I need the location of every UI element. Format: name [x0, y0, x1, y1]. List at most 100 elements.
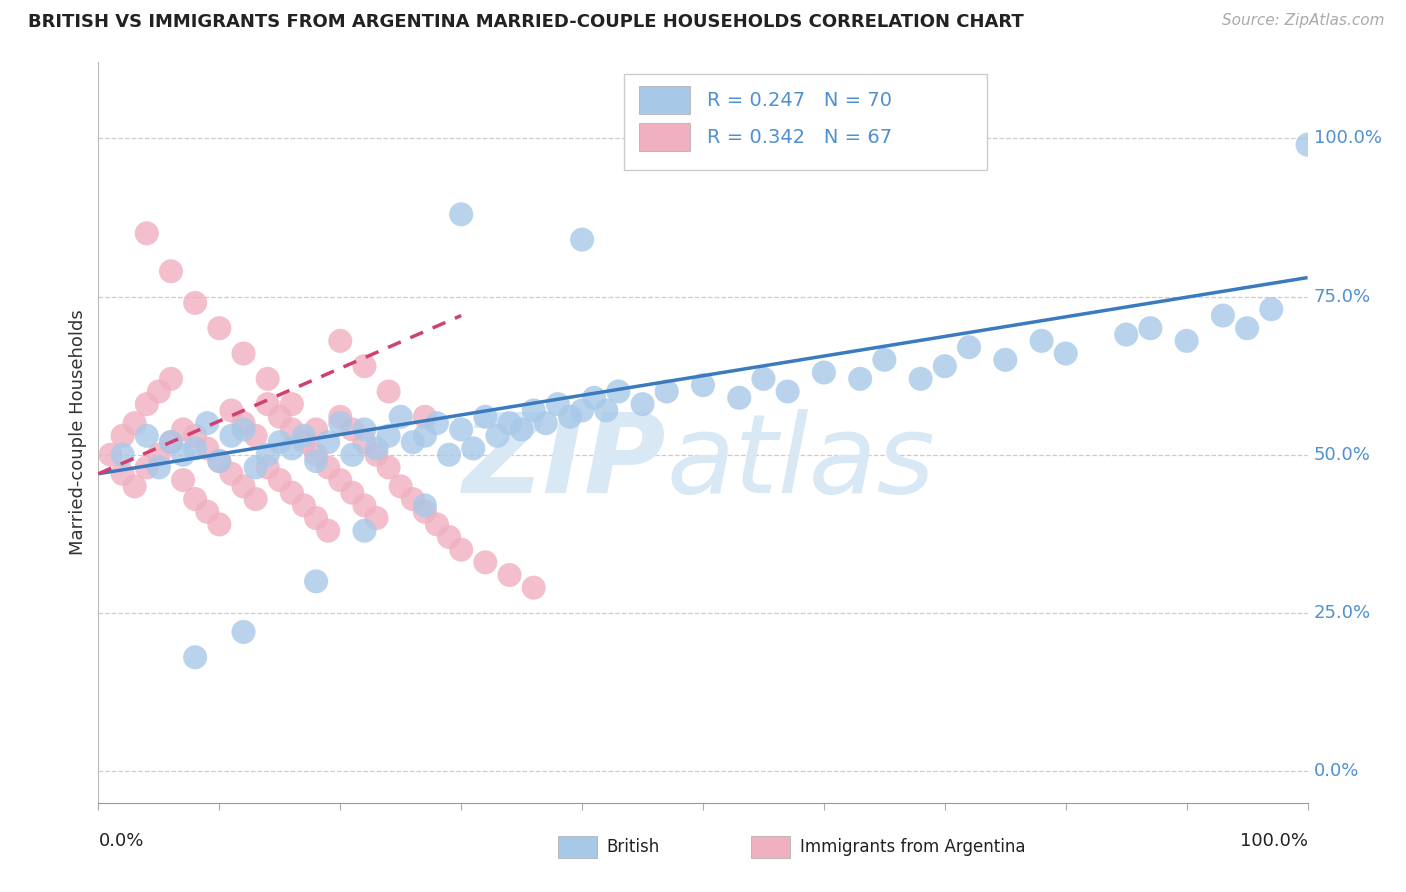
Point [377, 384, 399, 399]
Point [692, 378, 714, 392]
Point [655, 384, 678, 399]
Point [292, 435, 315, 450]
Point [498, 568, 520, 582]
Point [329, 409, 352, 424]
Point [316, 435, 339, 450]
Point [1212, 309, 1234, 323]
Point [413, 499, 436, 513]
Point [316, 460, 339, 475]
Point [1236, 321, 1258, 335]
Point [523, 403, 546, 417]
Point [160, 435, 183, 450]
Point [934, 359, 956, 374]
Point [292, 429, 315, 443]
Point [1115, 327, 1137, 342]
Point [413, 505, 436, 519]
Point [269, 435, 291, 450]
Point [402, 491, 425, 506]
Point [172, 422, 194, 436]
Point [124, 416, 146, 430]
Point [148, 384, 170, 399]
Point [245, 491, 267, 506]
Point [353, 524, 375, 538]
Point [232, 416, 254, 430]
Point [269, 473, 291, 487]
Point [329, 473, 352, 487]
Point [1139, 321, 1161, 335]
Point [208, 517, 231, 532]
Point [534, 416, 557, 430]
Point [571, 403, 593, 417]
Point [148, 448, 170, 462]
Point [377, 460, 399, 475]
Point [195, 442, 218, 456]
Point [498, 416, 520, 430]
Bar [638, 87, 690, 114]
Point [450, 207, 472, 221]
Point [232, 422, 254, 436]
Point [558, 409, 581, 424]
Text: ZIP: ZIP [463, 409, 666, 516]
Point [221, 467, 243, 481]
Point [353, 499, 375, 513]
Point [366, 442, 388, 456]
Point [184, 429, 207, 443]
Point [135, 227, 157, 241]
Text: R = 0.247   N = 70: R = 0.247 N = 70 [707, 91, 891, 110]
Bar [558, 836, 596, 858]
Point [377, 429, 399, 443]
Text: 100.0%: 100.0% [1313, 129, 1382, 147]
Point [342, 448, 364, 462]
Point [329, 416, 352, 430]
Point [402, 435, 425, 450]
Point [342, 485, 364, 500]
Point [413, 409, 436, 424]
Text: 50.0%: 50.0% [1313, 446, 1371, 464]
Point [389, 409, 412, 424]
Text: 0.0%: 0.0% [1313, 762, 1360, 780]
Point [208, 321, 231, 335]
Point [813, 366, 835, 380]
Point [232, 479, 254, 493]
Point [111, 467, 134, 481]
Point [221, 429, 243, 443]
Point [474, 555, 496, 569]
Point [595, 403, 617, 417]
Text: BRITISH VS IMMIGRANTS FROM ARGENTINA MARRIED-COUPLE HOUSEHOLDS CORRELATION CHART: BRITISH VS IMMIGRANTS FROM ARGENTINA MAR… [28, 13, 1024, 31]
Point [873, 352, 896, 367]
Point [342, 422, 364, 436]
Point [583, 391, 606, 405]
Point [389, 479, 412, 493]
Point [437, 530, 460, 544]
Point [631, 397, 654, 411]
Text: R = 0.342   N = 67: R = 0.342 N = 67 [707, 128, 891, 146]
Point [523, 581, 546, 595]
Point [353, 422, 375, 436]
Point [160, 264, 183, 278]
Point [195, 505, 218, 519]
Y-axis label: Married-couple Households: Married-couple Households [69, 310, 87, 556]
Bar [638, 123, 690, 152]
Point [463, 442, 485, 456]
Point [184, 296, 207, 310]
Point [245, 460, 267, 475]
Text: Source: ZipAtlas.com: Source: ZipAtlas.com [1222, 13, 1385, 29]
Point [135, 460, 157, 475]
FancyBboxPatch shape [624, 73, 987, 169]
Point [111, 448, 134, 462]
Point [256, 460, 278, 475]
Point [474, 409, 496, 424]
Point [184, 442, 207, 456]
Point [486, 429, 509, 443]
Point [269, 409, 291, 424]
Point [957, 340, 980, 354]
Point [172, 448, 194, 462]
Point [305, 422, 328, 436]
Point [148, 460, 170, 475]
Point [195, 416, 218, 430]
Point [245, 429, 267, 443]
Point [329, 334, 352, 348]
Point [292, 499, 315, 513]
Point [305, 448, 328, 462]
Point [450, 542, 472, 557]
